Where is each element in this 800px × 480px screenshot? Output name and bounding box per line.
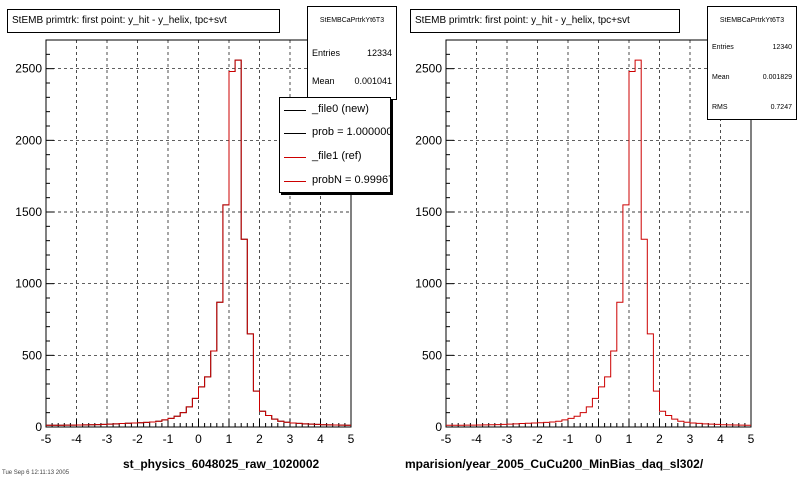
x-tick-label: 3 xyxy=(687,432,694,446)
right-stats-name: StEMBCaPrtrkYt6T3 xyxy=(719,17,785,24)
y-tick-label: 1000 xyxy=(15,277,42,291)
x-tick-label: 5 xyxy=(748,432,755,446)
y-tick-label: 2500 xyxy=(415,62,442,76)
legend-entry-probn: probN = 0.999675 xyxy=(280,172,390,192)
left-file-label: st_physics_6048025_raw_1020002 xyxy=(123,457,320,471)
x-tick-label: -5 xyxy=(41,432,52,446)
x-tick-label: 4 xyxy=(717,432,724,446)
left-plot-title: StEMB primtrk: first point: y_hit - y_he… xyxy=(7,9,280,33)
right-histogram-plot: -5 -4 -3 -2 -1 0 1 2 3 4 5 0 500 1000 1500 2000 2500 xyxy=(415,39,755,446)
x-tick-label: -2 xyxy=(132,432,143,446)
x-tick-label: 0 xyxy=(595,432,602,446)
x-tick-label: -3 xyxy=(102,432,113,446)
y-tick-label: 0 xyxy=(435,420,442,434)
x-tick-label: -4 xyxy=(471,432,482,446)
x-tick-label: 2 xyxy=(656,432,663,446)
x-tick-label: -1 xyxy=(163,432,174,446)
rms-label: RMS xyxy=(712,104,728,111)
left-stats-entries: Entries 12334 xyxy=(312,48,392,60)
x-tick-label: -4 xyxy=(71,432,82,446)
legend-swatch xyxy=(284,110,306,111)
y-tick-label: 2500 xyxy=(15,62,42,76)
entries-value: 12340 xyxy=(772,44,792,51)
histogram-series-_file1 (ref) xyxy=(446,59,751,426)
y-tick-label: 1000 xyxy=(415,277,442,291)
y-tick-label: 1500 xyxy=(15,205,42,219)
y-tick-label: 0 xyxy=(35,420,42,434)
right-plot-title: StEMB primtrk: first point: y_hit - y_he… xyxy=(410,9,680,33)
entries-label: Entries xyxy=(712,44,734,51)
entries-label: Entries xyxy=(312,48,341,58)
entries-value: 12334 xyxy=(366,48,392,58)
right-stats-box: StEMBCaPrtrkYt6T3 Entries 12340 Mean 0.0… xyxy=(707,6,797,120)
histogram-series-_file1 (ref) xyxy=(46,59,351,426)
right-panel: -5 -4 -3 -2 -1 0 1 2 3 4 5 0 500 1000 1500 2000 2500 StE… xyxy=(400,0,800,480)
mean-label: Mean xyxy=(312,76,335,86)
legend-entry-file0: _file0 (new) xyxy=(280,101,390,121)
legend-entry-prob: prob = 1.000000 xyxy=(280,124,390,144)
x-tick-label: -5 xyxy=(441,432,452,446)
right-stats-rms: RMS 0.7247 xyxy=(712,104,792,116)
legend-label: _file0 (new) xyxy=(312,103,369,115)
legend-label: probN = 0.999675 xyxy=(312,174,390,186)
y-tick-label: 500 xyxy=(422,348,442,362)
x-tick-label: -3 xyxy=(502,432,513,446)
x-tick-label: 0 xyxy=(195,432,202,446)
x-tick-label: 3 xyxy=(287,432,294,446)
right-stats-mean: Mean 0.001829 xyxy=(712,74,792,86)
legend-swatch xyxy=(284,157,306,158)
left-panel: -5 -4 -3 -2 -1 0 1 2 3 4 5 0 500 1000 1500 2000 2500 StE… xyxy=(7,6,397,471)
x-tick-label: 4 xyxy=(317,432,324,446)
y-tick-label: 2000 xyxy=(415,133,442,147)
x-tick-label: 1 xyxy=(226,432,233,446)
y-tick-label: 2000 xyxy=(15,133,42,147)
x-tick-label: -1 xyxy=(563,432,574,446)
legend-label: prob = 1.000000 xyxy=(312,126,391,138)
x-tick-label: 2 xyxy=(256,432,263,446)
mean-value: 0.001041 xyxy=(354,76,392,86)
legend-label: _file1 (ref) xyxy=(312,150,362,162)
x-tick-label: 5 xyxy=(348,432,355,446)
legend-swatch xyxy=(284,133,306,134)
legend-entry-file1: _file1 (ref) xyxy=(280,148,390,168)
x-tick-label: -2 xyxy=(532,432,543,446)
rms-value: 0.7247 xyxy=(770,104,792,111)
mean-label: Mean xyxy=(712,74,730,81)
legend: _file0 (new) prob = 1.000000 _file1 (ref… xyxy=(279,97,391,193)
x-tick-label: 1 xyxy=(626,432,633,446)
left-stats-mean: Mean 0.001041 xyxy=(312,76,392,88)
mean-value: 0.001829 xyxy=(762,74,792,81)
right-file-label: mparision/year_2005_CuCu200_MinBias_daq_… xyxy=(405,457,704,471)
y-tick-label: 1500 xyxy=(415,205,442,219)
left-stats-box: StEMBCaPrtrkYt6T3 Entries 12334 Mean 0.0… xyxy=(307,6,397,100)
legend-swatch xyxy=(284,181,306,182)
left-stats-name: StEMBCaPrtrkYt6T3 xyxy=(319,17,385,24)
right-stats-entries: Entries 12340 xyxy=(712,44,792,56)
footer-timestamp: Tue Sep 6 12:11:13 2005 xyxy=(2,470,70,476)
y-tick-label: 500 xyxy=(22,348,42,362)
